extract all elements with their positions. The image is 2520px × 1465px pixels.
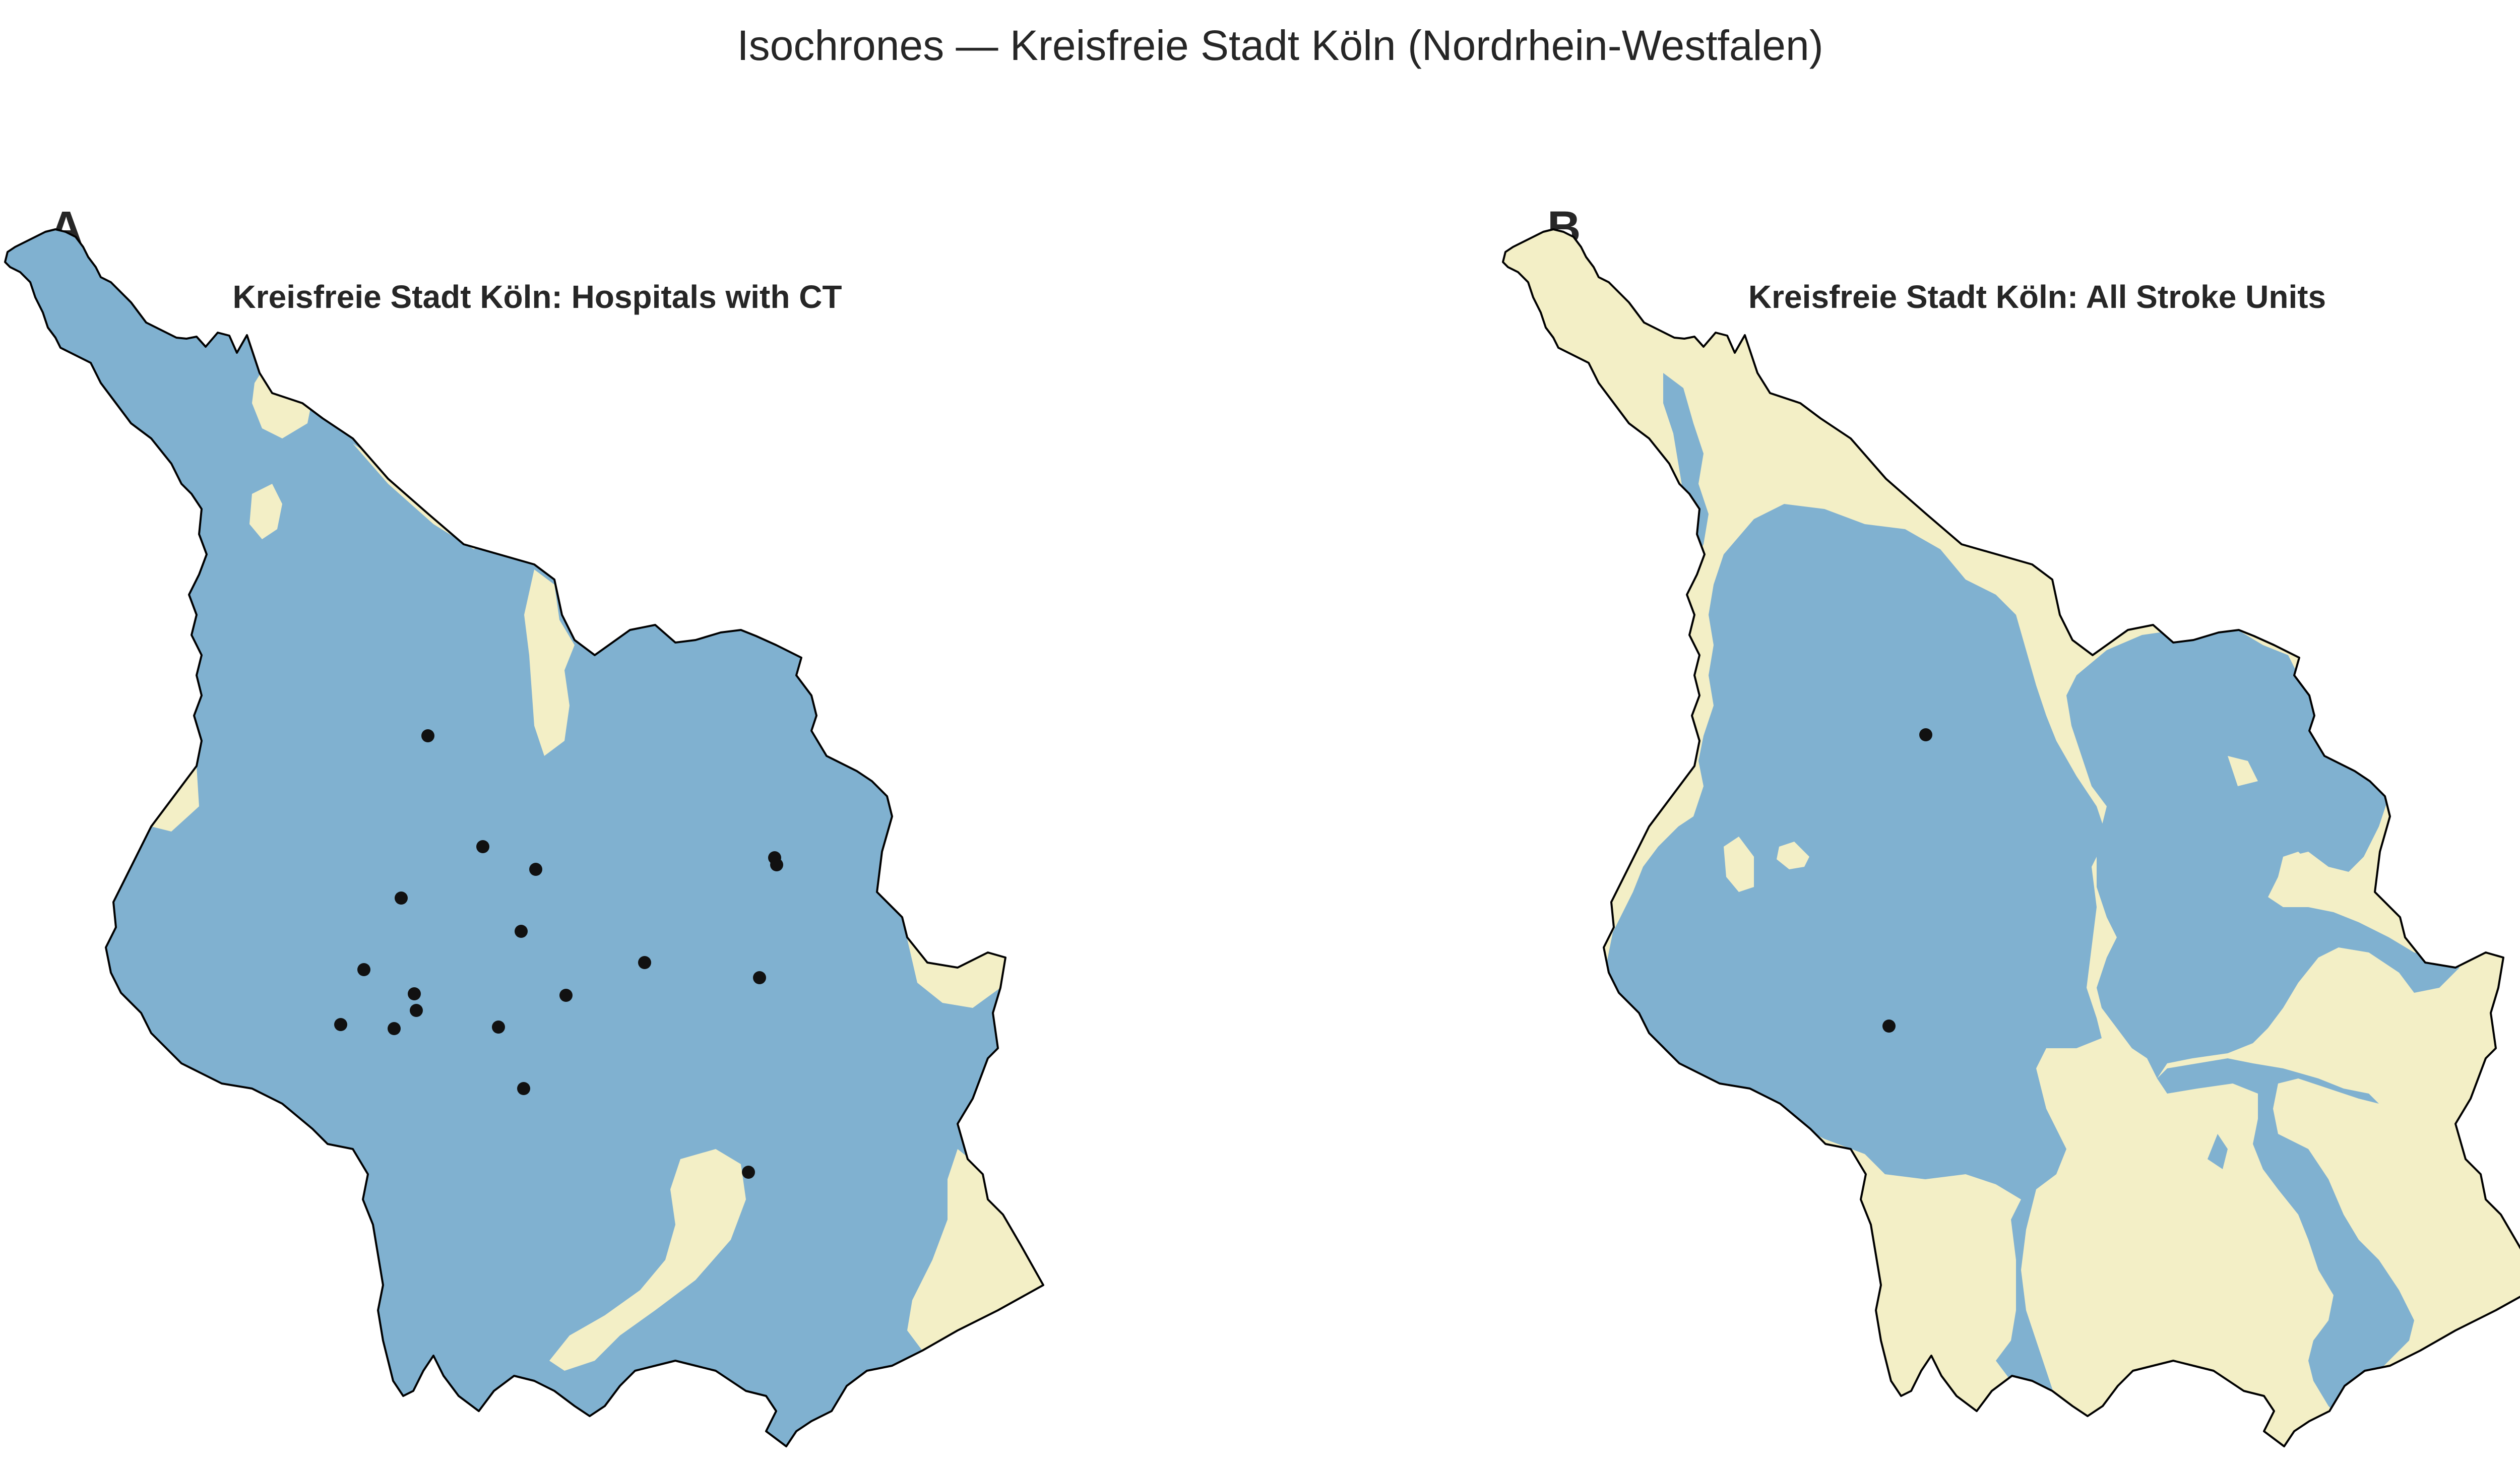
hospital-marker	[357, 963, 370, 976]
panel-a-hospital-markers	[334, 729, 783, 1179]
hospital-marker	[410, 1004, 423, 1017]
hospital-marker	[529, 863, 542, 876]
panel-a-title: Kreisfreie Stadt Köln: Hospitals with CT	[232, 279, 842, 315]
hospital-marker	[1919, 728, 1932, 741]
panel-b-title: Kreisfreie Stadt Köln: All Stroke Units	[1748, 279, 2326, 315]
hospital-marker	[753, 971, 766, 984]
hospital-marker	[638, 956, 651, 969]
hospital-marker	[334, 1018, 347, 1031]
hospital-marker	[421, 729, 434, 742]
figure-title: Isochrones — Kreisfreie Stadt Köln (Nord…	[737, 22, 1823, 69]
hospital-marker	[770, 858, 783, 871]
hospital-marker	[395, 891, 408, 905]
panel-b-uncovered-islands	[1724, 756, 2328, 907]
hospital-marker	[492, 1021, 505, 1034]
hospital-marker	[515, 925, 528, 938]
hospital-marker	[1882, 1020, 1896, 1033]
hospital-marker	[742, 1166, 755, 1179]
hospital-marker	[559, 989, 573, 1002]
panel-b-hospital-markers	[1882, 728, 1932, 1033]
panel-b-map	[1502, 228, 2520, 1447]
panel-a-map	[4, 228, 1044, 1447]
panel-a-covered-area	[5, 229, 1043, 1446]
hospital-marker	[476, 840, 489, 853]
hospital-marker	[408, 987, 421, 1000]
hospital-marker	[388, 1022, 401, 1035]
hospital-marker	[517, 1082, 530, 1095]
